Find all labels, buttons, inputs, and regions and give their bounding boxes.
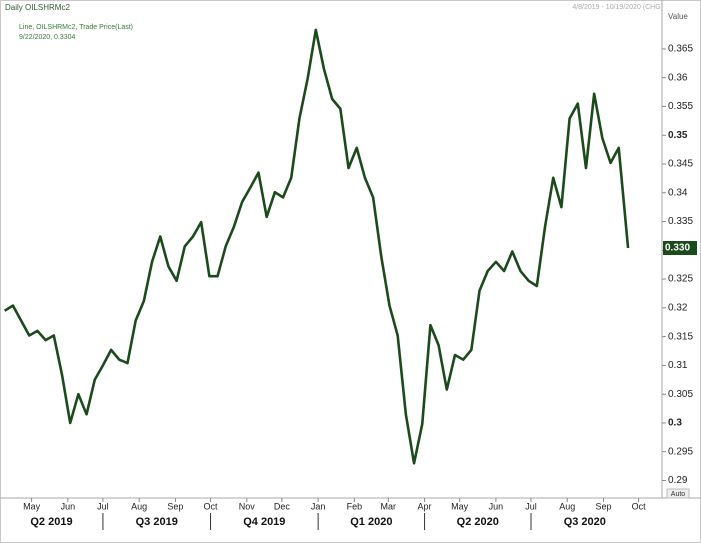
y-tick-label: 0.345 [668, 159, 693, 170]
y-tick-label: 0.315 [668, 331, 693, 342]
quarter-label: Q2 2020 [457, 516, 499, 528]
y-axis-label: Value [668, 12, 688, 21]
y-tick-label: 0.355 [668, 101, 693, 112]
x-tick-label: Oct [632, 501, 647, 511]
x-tick-label: Dec [274, 501, 291, 511]
range-label: 4/8/2019 - 10/19/2020 (CHG) [572, 4, 663, 11]
x-tick-label: Oct [204, 501, 219, 511]
x-tick-label: Jul [97, 501, 109, 511]
x-tick-label: May [451, 501, 469, 511]
last-value-label: 0.330 [665, 243, 690, 254]
y-tick-label: 0.31 [668, 360, 688, 371]
y-tick-label: 0.29 [668, 475, 688, 486]
y-tick-label: 0.3 [668, 418, 682, 429]
quarter-label: Q2 2019 [30, 516, 72, 528]
x-tick-label: Nov [239, 501, 256, 511]
y-tick-label: 0.335 [668, 216, 693, 227]
y-tick-label: 0.325 [668, 274, 693, 285]
x-tick-label: Jan [311, 501, 326, 511]
x-tick-label: Jun [489, 501, 504, 511]
x-tick-label: Mar [381, 501, 397, 511]
auto-button[interactable] [666, 488, 690, 499]
y-tick-label: 0.305 [668, 389, 693, 400]
y-tick-label: 0.34 [668, 187, 688, 198]
y-tick-label: 0.365 [668, 44, 693, 55]
y-tick-label: 0.35 [668, 130, 688, 141]
x-tick-label: Aug [559, 501, 575, 511]
y-tick-label: 0.36 [668, 72, 688, 83]
x-tick-label: May [23, 501, 41, 511]
x-tick-label: Apr [418, 501, 432, 511]
quarter-label: Q3 2019 [136, 516, 178, 528]
x-tick-label: Sep [596, 501, 612, 511]
x-tick-label: Jun [61, 501, 76, 511]
last-value-box [663, 241, 697, 256]
x-tick-label: Feb [347, 501, 363, 511]
quarter-label: Q1 2020 [350, 516, 392, 528]
y-tick-label: 0.32 [668, 303, 688, 314]
price-line [3, 28, 630, 465]
auto-button-label[interactable]: Auto [671, 491, 686, 498]
quarter-label: Q3 2020 [564, 516, 606, 528]
x-tick-label: Aug [131, 501, 147, 511]
chart-title: Daily OILSHRMc2 [5, 3, 70, 12]
legend-entry: Line, OILSHRMc2, Trade Price(Last) [19, 24, 133, 31]
quarter-label: Q4 2019 [243, 516, 285, 528]
x-tick-label: Jul [525, 501, 537, 511]
y-tick-label: 0.295 [668, 446, 693, 457]
info-label: 9/22/2020, 0.3304 [19, 34, 76, 41]
x-tick-label: Sep [167, 501, 183, 511]
